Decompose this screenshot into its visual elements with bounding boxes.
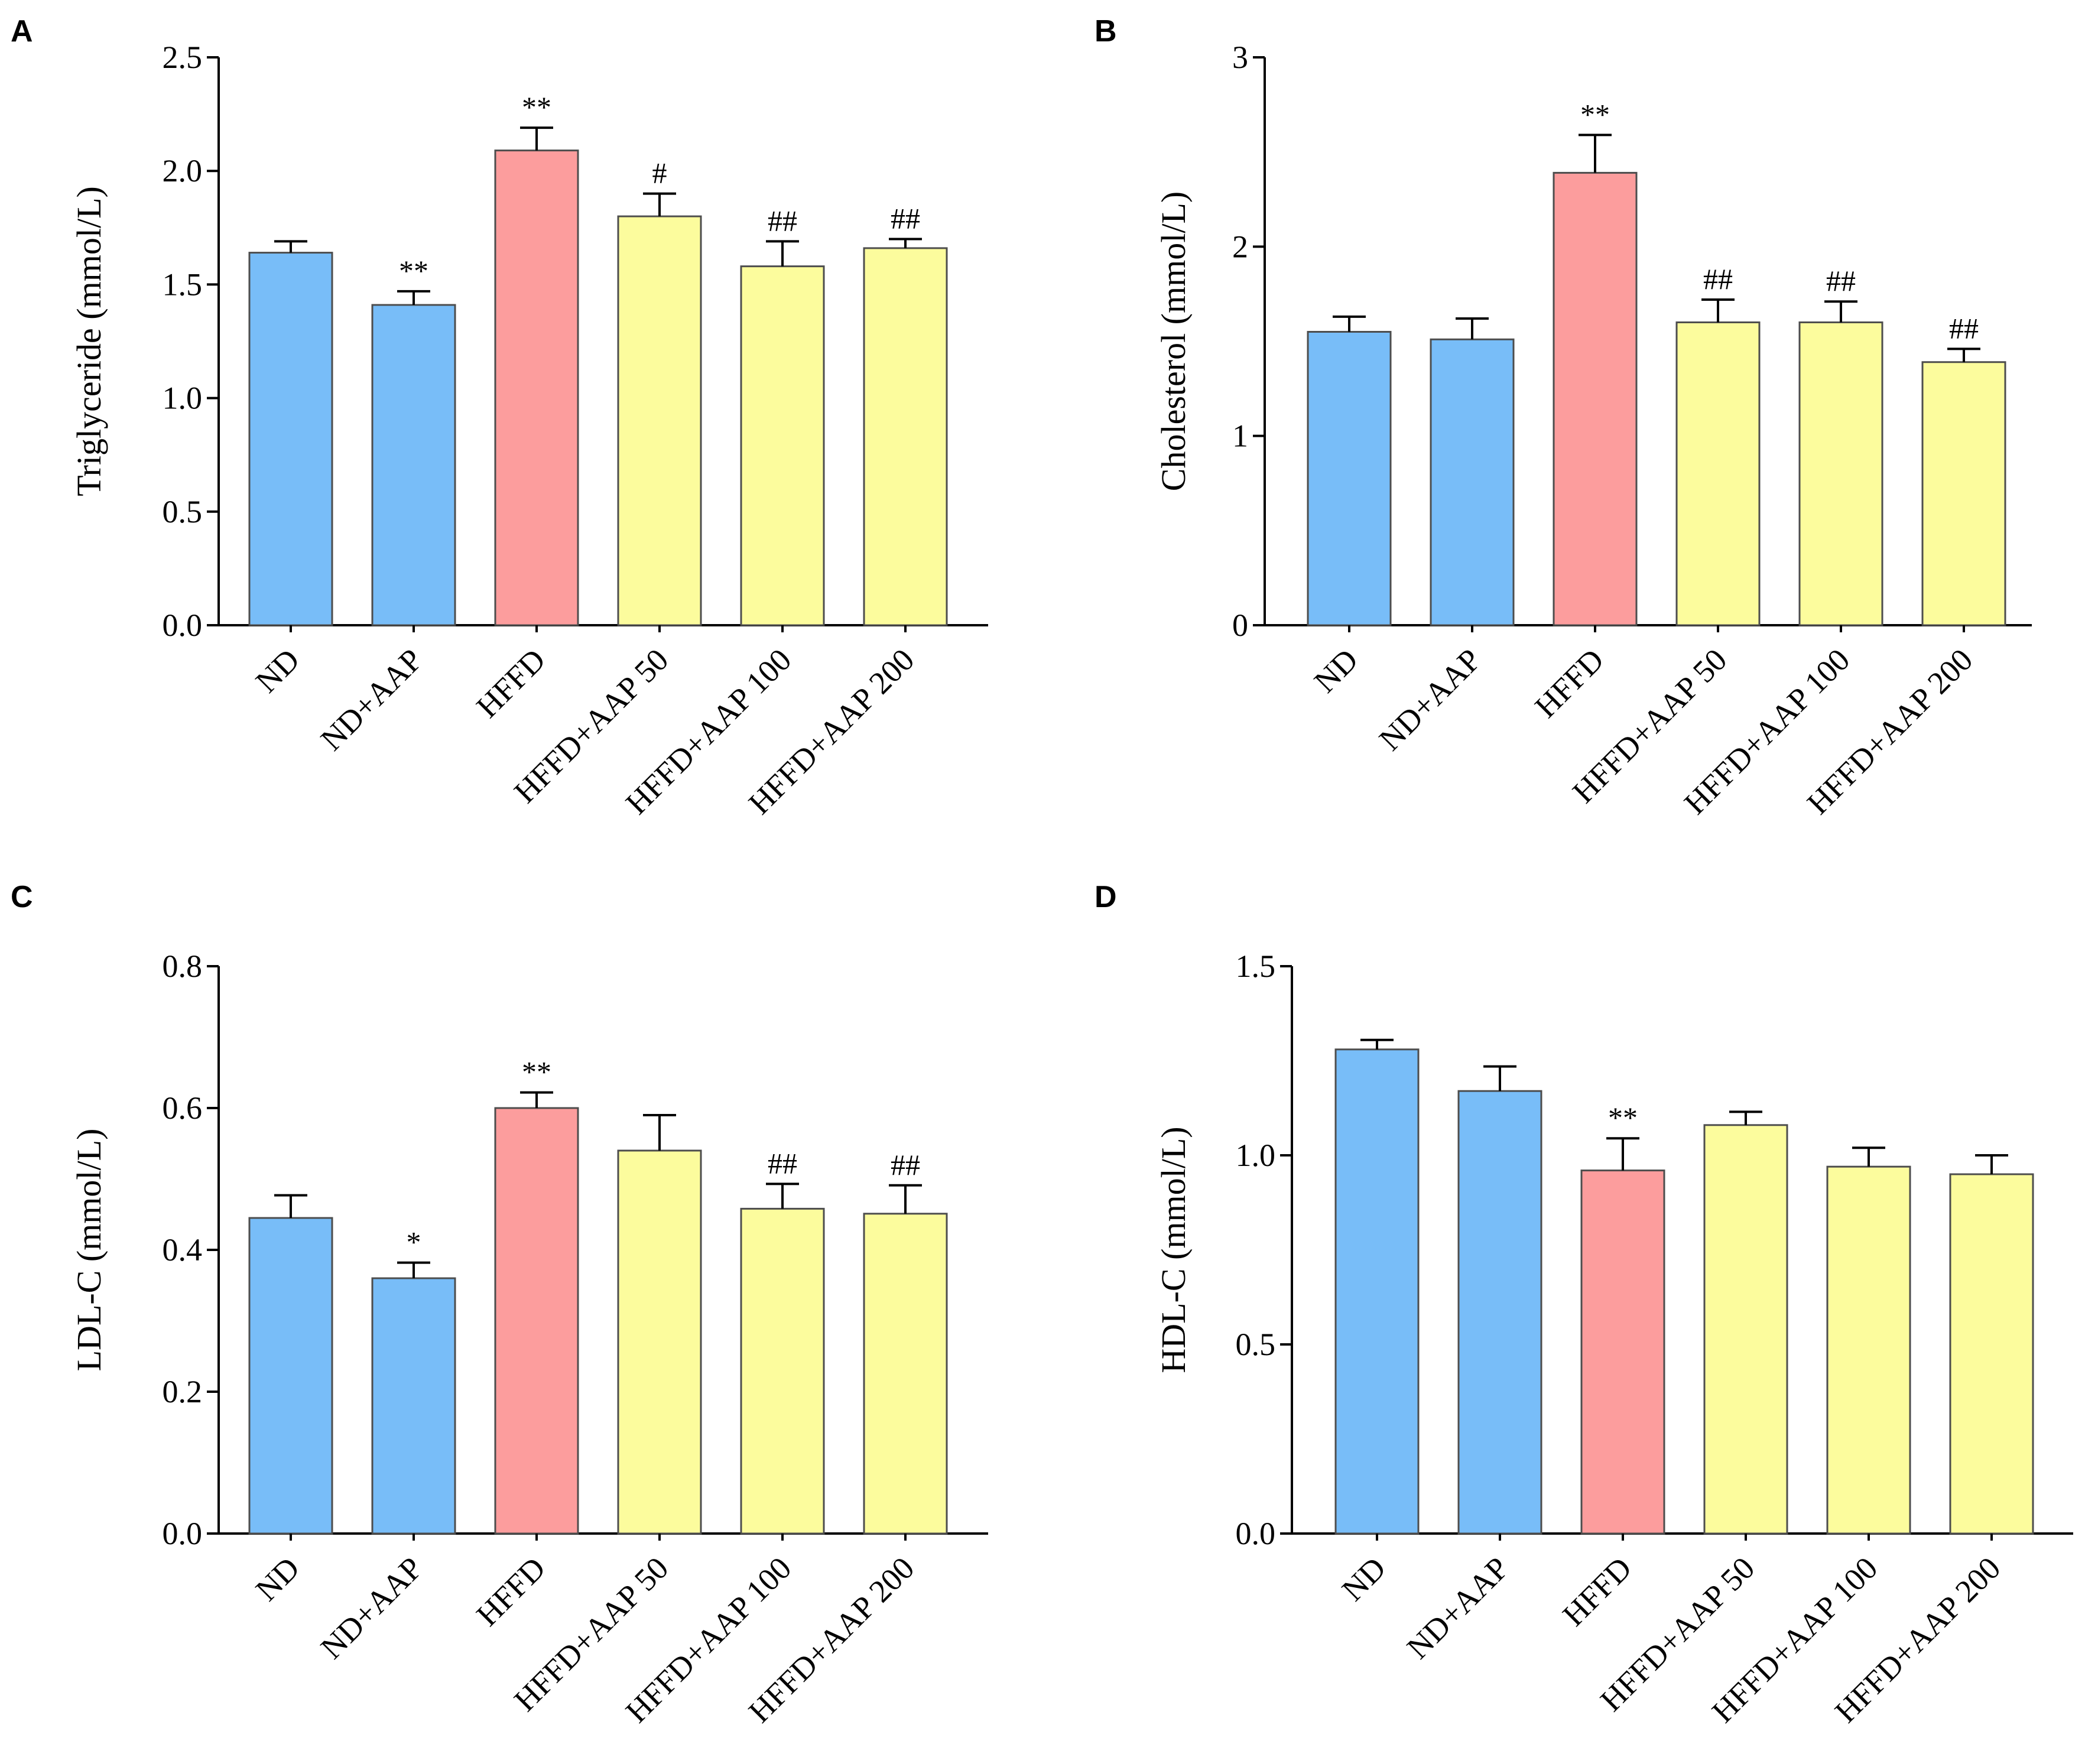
significance-label: ** [1608, 1101, 1638, 1134]
significance-label: ## [768, 204, 797, 237]
y-axis-title: LDL-C (mmol/L) [70, 1129, 108, 1372]
y-tick-label: 0.5 [1236, 1327, 1276, 1362]
bar [1675, 321, 1761, 626]
bar [1580, 1169, 1665, 1535]
panel-letter: C [11, 880, 33, 914]
significance-label: ## [1949, 311, 1979, 345]
bar [248, 252, 333, 626]
y-tick-label: 1.0 [1236, 1138, 1276, 1173]
bar [863, 247, 948, 626]
y-tick-label: 0.6 [163, 1090, 203, 1126]
y-tick-label: 1.0 [163, 381, 203, 416]
significance-label: * [407, 1226, 421, 1259]
y-tick-label: 0.4 [163, 1232, 203, 1268]
bar [1703, 1124, 1788, 1535]
significance-label: ## [768, 1146, 797, 1180]
y-tick-label: 3 [1232, 40, 1248, 75]
y-tick-label: 1 [1232, 418, 1248, 454]
significance-label: ** [522, 90, 551, 124]
bar [1949, 1173, 2034, 1535]
significance-label: ## [1703, 262, 1733, 295]
y-tick-label: 0.0 [1236, 1516, 1276, 1551]
bar [371, 1277, 456, 1535]
bar [1553, 171, 1638, 626]
significance-label: # [652, 157, 667, 190]
bar [617, 215, 702, 626]
bar [1826, 1165, 1911, 1535]
y-tick-label: 2.0 [163, 153, 203, 189]
bar [740, 265, 825, 626]
bar [863, 1213, 948, 1535]
y-tick-label: 0.8 [163, 948, 203, 984]
bar [371, 304, 456, 626]
panel-letter: B [1095, 14, 1117, 48]
y-tick-label: 2.5 [163, 40, 203, 75]
significance-label: ## [891, 1148, 920, 1181]
bar [1334, 1048, 1420, 1535]
bar [617, 1149, 702, 1535]
y-tick-label: 1.5 [1236, 948, 1276, 984]
y-tick-label: 0.2 [163, 1374, 203, 1409]
y-tick-label: 0.0 [163, 1516, 203, 1551]
bar [1921, 361, 2006, 626]
y-tick-label: 1.5 [163, 267, 203, 302]
y-tick-label: 0 [1232, 608, 1248, 643]
panel-letter: D [1095, 880, 1117, 914]
y-tick-label: 0.5 [163, 494, 203, 529]
significance-label: ## [1826, 264, 1856, 297]
y-axis-title: Triglyceride (mmol/L) [70, 186, 108, 496]
y-tick-label: 0.0 [163, 608, 203, 643]
bar [494, 150, 579, 626]
bar [740, 1207, 825, 1535]
bar [248, 1217, 333, 1535]
significance-label: ## [891, 202, 920, 235]
significance-label: ** [399, 254, 428, 287]
bar [494, 1107, 579, 1535]
bar [1798, 321, 1883, 626]
y-axis-title: Cholesterol (mmol/L) [1154, 191, 1193, 491]
significance-label: ** [522, 1055, 551, 1089]
panel-letter: A [11, 14, 33, 48]
bar [1457, 1090, 1542, 1535]
bar [1307, 330, 1392, 626]
y-axis-title: HDL-C (mmol/L) [1154, 1126, 1193, 1373]
y-tick-label: 2 [1232, 229, 1248, 264]
bar [1430, 338, 1515, 626]
significance-label: ** [1580, 98, 1610, 131]
